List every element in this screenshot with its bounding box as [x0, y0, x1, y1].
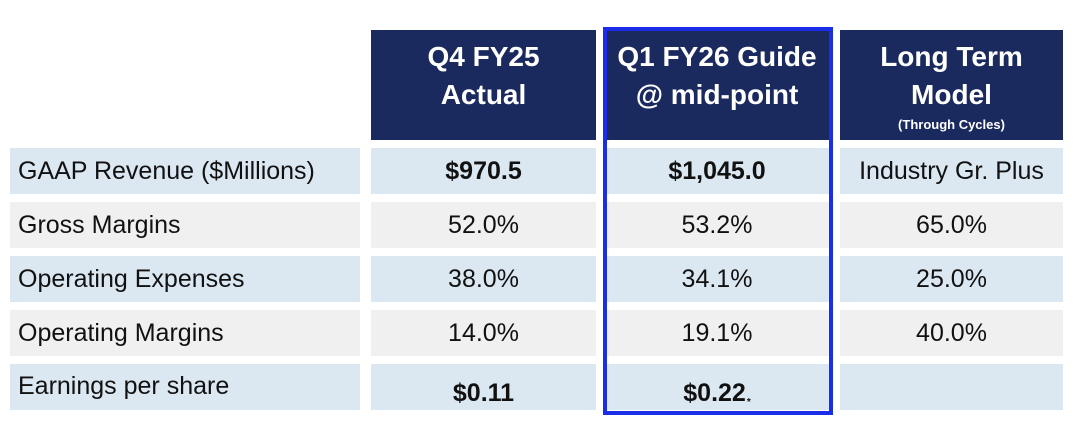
header-lt-subtitle: (Through Cycles)	[898, 117, 1005, 132]
header-q1-line2: @ mid-point	[635, 79, 799, 110]
cell-gross-margins-q4: 52.0%	[371, 202, 596, 248]
cell-operating-expenses-q4: 38.0%	[371, 256, 596, 302]
footnote-marker: *	[746, 397, 751, 408]
header-q1-fy26-guide: Q1 FY26 Guide @ mid-point	[605, 30, 829, 140]
cell-eps-q1-value: $0.22	[683, 379, 746, 407]
header-long-term-model: Long Term Model (Through Cycles)	[840, 30, 1063, 140]
cell-operating-expenses-lt: 25.0%	[840, 256, 1063, 302]
row-label-earnings-per-share: Earnings per share	[10, 364, 360, 410]
header-q4-line1: Q4 FY25	[427, 41, 540, 72]
cell-gaap-revenue-lt: Industry Gr. Plus	[840, 148, 1063, 194]
row-label-gaap-revenue: GAAP Revenue ($Millions)	[10, 148, 360, 194]
header-q1-line1: Q1 FY26 Guide	[617, 41, 817, 72]
cell-gross-margins-q1: 53.2%	[605, 202, 829, 248]
cell-eps-q4: $0.11	[371, 364, 596, 410]
cell-operating-margins-q1: 19.1%	[605, 310, 829, 356]
row-label-operating-expenses: Operating Expenses	[10, 256, 360, 302]
cell-gaap-revenue-q1: $1,045.0	[605, 148, 829, 194]
cell-operating-margins-q4: 14.0%	[371, 310, 596, 356]
row-label-operating-margins: Operating Margins	[10, 310, 360, 356]
cell-operating-expenses-q1: 34.1%	[605, 256, 829, 302]
cell-eps-lt	[840, 364, 1063, 410]
header-lt-line1: Long Term	[880, 41, 1023, 72]
header-q4-fy25-actual: Q4 FY25 Actual	[371, 30, 596, 140]
cell-eps-q1: $0.22 *	[605, 364, 829, 410]
cell-gaap-revenue-q4: $970.5	[371, 148, 596, 194]
header-q4-line2: Actual	[440, 79, 527, 110]
row-label-gross-margins: Gross Margins	[10, 202, 360, 248]
header-lt-line2: Model	[911, 79, 992, 110]
cell-gross-margins-lt: 65.0%	[840, 202, 1063, 248]
cell-operating-margins-lt: 40.0%	[840, 310, 1063, 356]
